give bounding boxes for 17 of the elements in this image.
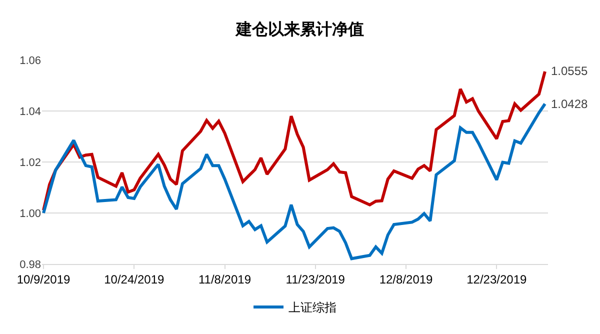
y-tick-label: 1.06 [20, 54, 41, 67]
y-tick-label: 0.98 [20, 258, 41, 271]
annotation: 1.0555 [551, 64, 588, 78]
y-tick-label: 1.00 [20, 208, 41, 220]
x-tick-label: 12/23/2019 [466, 272, 527, 286]
line-series [42, 102, 546, 260]
x-tick-label: 11/8/2019 [198, 272, 252, 286]
x-tick-label: 10/24/2019 [104, 272, 164, 286]
x-tick-label: 12/8/2019 [379, 272, 434, 286]
chart-title: 建仓以来累计净值 [234, 20, 364, 39]
y-tick-label: 1.04 [20, 106, 41, 118]
line-series [42, 70, 546, 212]
x-tick-label: 11/23/2019 [286, 272, 346, 286]
x-tick-label: 10/9/2019 [16, 272, 71, 286]
legend-label: 上证综指 [288, 300, 336, 315]
y-tick-label: 1.02 [20, 156, 41, 169]
annotation: 1.0428 [551, 97, 588, 111]
